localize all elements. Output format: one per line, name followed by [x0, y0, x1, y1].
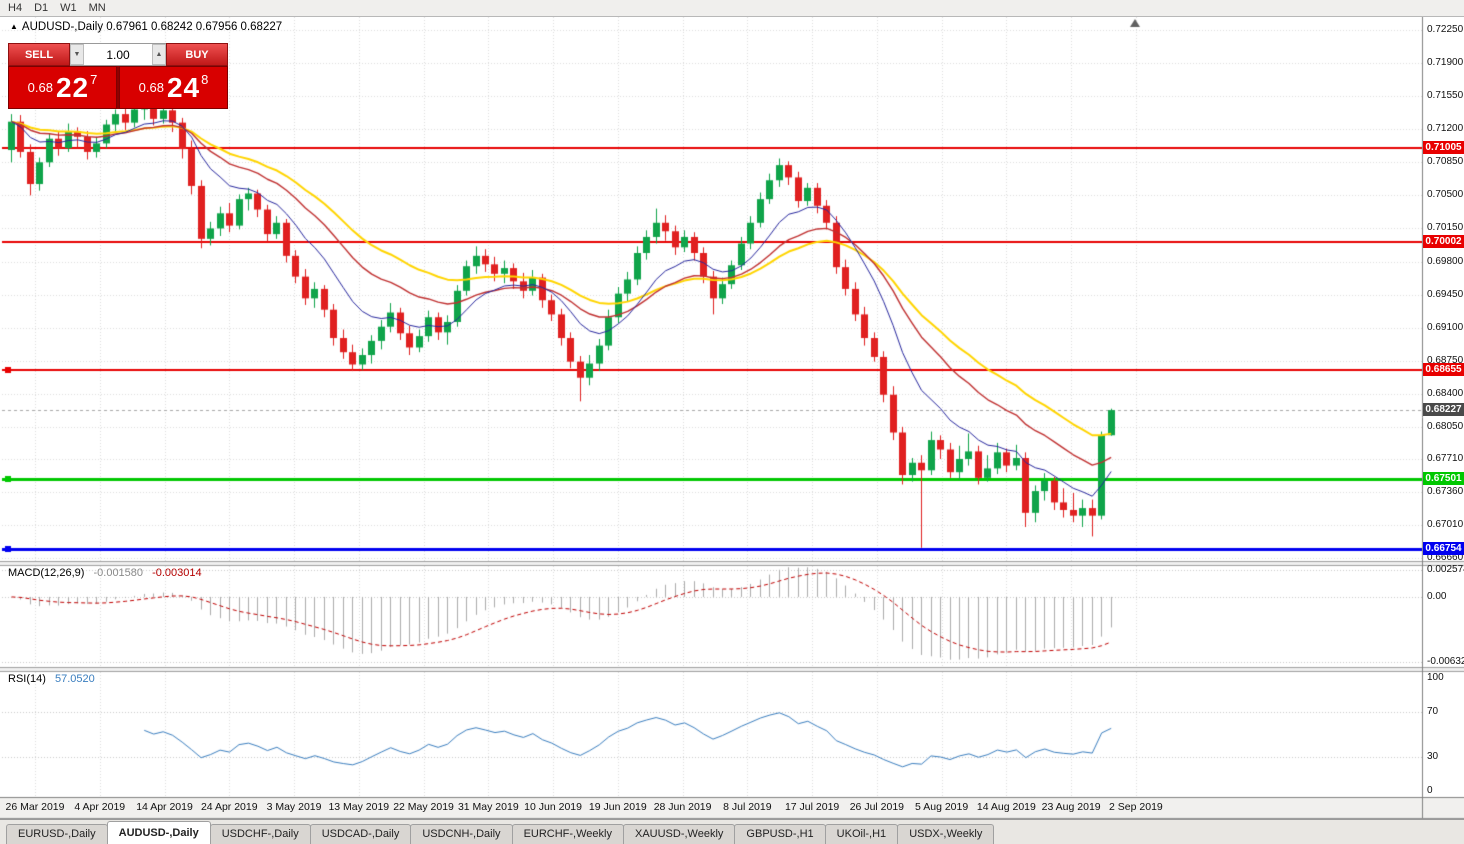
chart-tab[interactable]: AUDUSD-,Daily	[106, 821, 211, 844]
buy-price-button[interactable]: 0.68 24 8	[119, 66, 228, 109]
rsi-label: RSI(14)	[8, 673, 46, 685]
one-click-trading-panel: SELL ▼ 1.00 ▲ BUY 0.68 22 7 0.68 24 8	[8, 43, 228, 109]
chart-tab[interactable]: EURCHF-,Weekly	[511, 824, 624, 844]
date-tick-label: 4 Apr 2019	[74, 801, 126, 813]
chart-tab[interactable]: USDCNH-,Daily	[410, 824, 513, 844]
price-tick-label: 0.72250	[1427, 24, 1464, 36]
timeframe-toolbar: H4 D1 W1 MN	[0, 0, 1464, 17]
date-tick-label: 23 Aug 2019	[1041, 801, 1101, 813]
hline-price-tag: 0.68655	[1423, 363, 1464, 376]
date-tick-label: 26 Mar 2019	[5, 801, 65, 813]
rsi-value: 57.0520	[54, 673, 95, 685]
volume-input[interactable]: 1.00	[106, 47, 130, 62]
volume-decrease-button[interactable]: ▼	[70, 44, 84, 65]
price-tick-label: 0.71200	[1427, 123, 1464, 135]
hline-price-tag: 0.70002	[1423, 235, 1464, 248]
price-tick-label: 0.70500	[1427, 189, 1464, 201]
symbol-ohlc-text: AUDUSD-,Daily 0.67961 0.68242 0.67956 0.…	[21, 21, 283, 33]
price-tick-label: 0.68400	[1427, 387, 1464, 399]
price-tick-label: 0.68750	[1427, 354, 1464, 366]
one-click-panel-toggle-icon[interactable]: ▲	[10, 22, 18, 31]
macd-scale-label: 0.002574	[1427, 564, 1464, 576]
sell-price-button[interactable]: 0.68 22 7	[8, 66, 117, 109]
date-tick-label: 22 May 2019	[393, 801, 454, 813]
chart-tab[interactable]: XAUUSD-,Weekly	[622, 824, 736, 844]
rsi-indicator-title: RSI(14) 57.0520	[8, 673, 95, 685]
date-tick-label: 5 Aug 2019	[915, 801, 969, 813]
date-tick-label: 28 Jun 2019	[653, 801, 712, 813]
sell-price-prefix: 0.68	[27, 80, 53, 95]
period-button-d1[interactable]: D1	[34, 1, 49, 14]
volume-increase-button[interactable]: ▲	[152, 44, 166, 65]
date-tick-label: 8 Jul 2019	[723, 801, 772, 813]
macd-main-value: -0.001580	[93, 567, 144, 579]
macd-scale-label: 0.00	[1427, 590, 1447, 602]
chart-tab[interactable]: USDCHF-,Daily	[209, 824, 311, 844]
volume-control: ▼ 1.00 ▲	[70, 43, 166, 66]
price-tick-label: 0.69800	[1427, 255, 1464, 267]
buy-button[interactable]: BUY	[166, 43, 228, 66]
date-tick-label: 26 Jul 2019	[849, 801, 905, 813]
rsi-scale-label: 0	[1427, 785, 1433, 797]
buy-price-prefix: 0.68	[138, 80, 164, 95]
price-tick-label: 0.69100	[1427, 321, 1464, 333]
date-tick-label: 13 May 2019	[328, 801, 390, 813]
price-tick-label: 0.66660	[1427, 552, 1464, 564]
period-button-w1[interactable]: W1	[60, 1, 77, 14]
chart-tab[interactable]: USDX-,Weekly	[897, 824, 995, 844]
rsi-scale-label: 70	[1427, 705, 1439, 717]
hline-price-tag: 0.67501	[1423, 472, 1464, 485]
price-tick-label: 0.70850	[1427, 156, 1464, 168]
date-tick-label: 2 Sep 2019	[1109, 801, 1163, 813]
buy-price-main: 24	[166, 71, 201, 103]
chart-tab-bar: EURUSD-,Daily AUDUSD-,Daily USDCHF-,Daily U…	[0, 819, 1464, 844]
price-tick-label: 0.70150	[1427, 222, 1464, 234]
date-tick-label: 24 Apr 2019	[200, 801, 258, 813]
rsi-scale-label: 30	[1427, 751, 1439, 763]
sell-price-main: 22	[55, 71, 90, 103]
date-tick-label: 10 Jun 2019	[524, 801, 582, 813]
chart-tab[interactable]: USDCAD-,Daily	[309, 824, 412, 844]
current-price-tag: 0.68227	[1423, 403, 1464, 416]
macd-signal-value: -0.003014	[152, 567, 202, 579]
price-tick-label: 0.68050	[1427, 420, 1464, 432]
date-tick-label: 14 Aug 2019	[976, 801, 1036, 813]
macd-scale-label: -0.006326	[1427, 656, 1464, 668]
sell-button[interactable]: SELL	[8, 43, 70, 66]
chart-tab[interactable]: UKOil-,H1	[824, 824, 899, 844]
date-tick-label: 31 May 2019	[457, 801, 519, 813]
macd-label: MACD(12,26,9)	[8, 567, 85, 579]
date-tick-label: 14 Apr 2019	[136, 801, 193, 813]
hline-price-tag: 0.71005	[1423, 141, 1464, 154]
price-tick-label: 0.69450	[1427, 288, 1464, 300]
buy-price-pip: 8	[201, 72, 209, 87]
macd-indicator-title: MACD(12,26,9) -0.001580 -0.003014	[8, 567, 202, 579]
date-tick-label: 17 Jul 2019	[784, 801, 840, 813]
price-tick-label: 0.67010	[1427, 519, 1464, 531]
hline-price-tag: 0.66754	[1423, 542, 1464, 555]
chart-tab[interactable]: EURUSD-,Daily	[6, 824, 108, 844]
price-tick-label: 0.67710	[1427, 452, 1464, 464]
period-button-h4[interactable]: H4	[8, 1, 23, 14]
sell-price-pip: 7	[90, 72, 98, 87]
chart-tab[interactable]: GBPUSD-,H1	[734, 824, 826, 844]
rsi-scale-label: 100	[1427, 671, 1444, 683]
price-tick-label: 0.67360	[1427, 486, 1464, 498]
price-tick-label: 0.71900	[1427, 57, 1464, 69]
chart-symbol-title: ▲ AUDUSD-,Daily 0.67961 0.68242 0.67956 0…	[10, 21, 282, 33]
period-button-mn[interactable]: MN	[88, 1, 106, 14]
price-tick-label: 0.71550	[1427, 90, 1464, 102]
date-tick-label: 19 Jun 2019	[588, 801, 647, 813]
date-tick-label: 3 May 2019	[266, 801, 322, 813]
